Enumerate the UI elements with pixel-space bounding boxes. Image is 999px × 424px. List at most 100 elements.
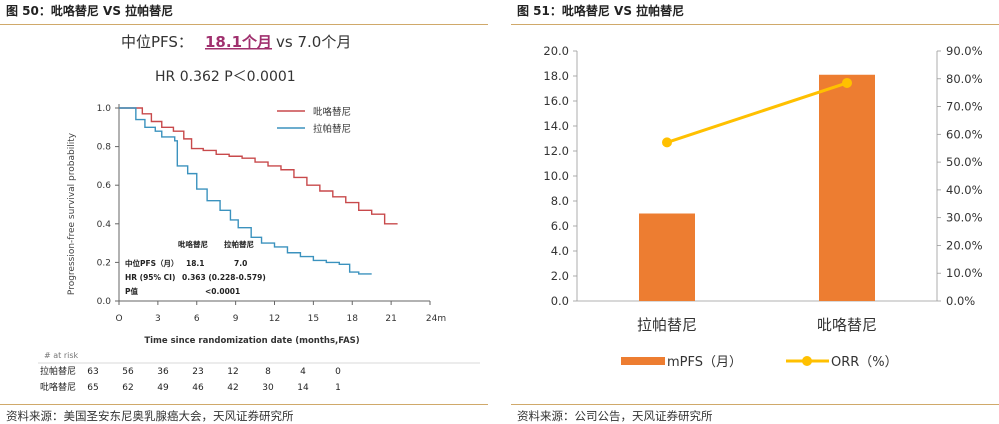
inset-value: 0.363 (0.228-0.579) — [182, 273, 266, 282]
at-risk-value: 14 — [297, 383, 309, 393]
km-x-tick-label: 6 — [194, 314, 200, 324]
orr-point-吡咯替尼 — [842, 77, 852, 88]
km-x-label: Time since randomization date (months,FA… — [144, 336, 359, 346]
km-y-tick-label: 0.0 — [97, 297, 112, 307]
top-rule — [511, 24, 999, 25]
km-x-tick-label: 21 — [385, 314, 396, 324]
at-risk-value: 42 — [227, 383, 238, 393]
bottom-rule — [0, 404, 488, 405]
category-label: 拉帕替尼 — [637, 316, 697, 334]
km-x-tick-label: 24m — [426, 314, 446, 324]
km-y-tick-label: 0.2 — [97, 258, 111, 268]
km-x-tick-label: 3 — [155, 314, 161, 324]
at-risk-value: 0 — [335, 367, 341, 377]
at-risk-value: 49 — [157, 383, 169, 393]
header-suffix: vs 7.0个月 — [276, 33, 351, 51]
category-label: 吡咯替尼 — [817, 316, 877, 334]
right-tick-label: 80.0% — [946, 72, 983, 86]
right-tick-label: 50.0% — [946, 155, 983, 169]
figure-51-title: 图 51：吡咯替尼 VS 拉帕替尼 — [517, 4, 685, 18]
left-tick-label: 8.0 — [551, 194, 569, 208]
km-x-tick-label: O — [115, 314, 122, 324]
at-risk-value: 4 — [300, 367, 306, 377]
left-tick-label: 0.0 — [551, 294, 569, 308]
right-tick-label: 60.0% — [946, 127, 983, 141]
km-curve-吡咯替尼 — [119, 107, 398, 225]
inset-col-header: 拉帕替尼 — [224, 239, 254, 249]
header-prefix: 中位PFS： — [121, 33, 193, 51]
km-x-tick-label: 12 — [269, 314, 280, 324]
at-risk-value: 8 — [265, 367, 271, 377]
figure-50-panel: 图 50：吡咯替尼 VS 拉帕替尼 中位PFS： 18.1个月 vs 7.0个月… — [0, 0, 488, 424]
inset-row-label: 中位PFS（月） — [125, 258, 179, 268]
orr-line — [666, 81, 848, 144]
right-tick-label: 20.0% — [946, 238, 983, 252]
km-y-label: Progression-free survival probability — [67, 132, 77, 295]
left-tick-label: 18.0 — [543, 69, 569, 83]
at-risk-value: 12 — [227, 367, 238, 377]
at-risk-row-label: 吡咯替尼 — [40, 381, 76, 393]
km-x-tick-label: 15 — [308, 314, 319, 324]
at-risk-value: 30 — [262, 383, 274, 393]
legend-bar-swatch — [621, 357, 665, 365]
left-tick-label: 12.0 — [543, 144, 569, 158]
combo-axes: 0.0 2.0 4.0 6.0 8.0 10.0 12.0 14.0 16.0 18.0 20.0 0… — [543, 44, 982, 334]
inset-value: 7.0 — [234, 259, 247, 268]
figure-50-source: 资料来源：美国圣安东尼奥乳腺癌大会，天风证券研究所 — [6, 409, 294, 423]
km-axes: 0.0 0.2 0.4 0.6 0.8 1.0 O 3 6 9 12 15 18 21 24m — [97, 104, 446, 324]
at-risk-row-label: 拉帕替尼 — [40, 365, 76, 377]
left-tick-label: 6.0 — [551, 219, 569, 233]
km-x-tick-label: 18 — [347, 314, 359, 324]
at-risk-value: 36 — [157, 367, 169, 377]
hr-line: HR 0.362 P＜0.0001 — [155, 69, 296, 85]
combo-chart: 0.0 2.0 4.0 6.0 8.0 10.0 12.0 14.0 16.0 18.0 20.0 0… — [543, 44, 982, 370]
figure-51-panel: 图 51：吡咯替尼 VS 拉帕替尼 0.0 2.0 4.0 6.0 8.0 10.0 12.… — [511, 0, 999, 424]
km-y-tick-label: 0.4 — [97, 220, 112, 230]
combo-line — [662, 77, 852, 148]
bar-拉帕替尼 — [639, 213, 695, 301]
km-y-tick-label: 0.8 — [97, 143, 112, 153]
right-tick-label: 70.0% — [946, 100, 983, 114]
left-tick-label: 16.0 — [543, 94, 569, 108]
at-risk-value: 1 — [335, 383, 341, 393]
combo-bars — [639, 74, 875, 301]
right-tick-label: 10.0% — [946, 266, 983, 280]
legend-bar-label: mPFS（月） — [667, 355, 742, 370]
km-x-tick-label: 9 — [233, 314, 239, 324]
bar-吡咯替尼 — [819, 74, 875, 301]
legend-line-label: ORR（%） — [831, 355, 898, 370]
at-risk-value: 65 — [87, 383, 98, 393]
at-risk-value: 23 — [192, 367, 203, 377]
km-curves — [119, 107, 398, 275]
km-legend-label: 吡咯替尼 — [313, 106, 351, 118]
km-legend-label: 拉帕替尼 — [313, 123, 351, 135]
at-risk-value: 63 — [87, 367, 98, 377]
at-risk-value: 56 — [122, 367, 134, 377]
orr-point-拉帕替尼 — [662, 137, 672, 148]
bottom-rule — [511, 404, 999, 405]
combo-legend: mPFS（月） ORR（%） — [621, 355, 898, 370]
inset-value: 18.1 — [186, 259, 205, 268]
figure-51-source: 资料来源：公司公告，天风证券研究所 — [517, 409, 713, 423]
left-tick-label: 4.0 — [551, 244, 569, 258]
legend-line-marker — [802, 356, 812, 366]
at-risk-value: 62 — [122, 383, 133, 393]
km-curve-拉帕替尼 — [119, 107, 372, 275]
inset-row-label: HR (95% CI) — [125, 273, 175, 282]
inset-row-label: P值 — [125, 286, 138, 296]
km-y-tick-label: 0.6 — [97, 181, 112, 191]
at-risk-table: # at risk 拉帕替尼 63 56 36 23 12 8 4 0 吡咯替尼 65 62 49 46 42… — [38, 351, 480, 393]
top-rule — [0, 24, 488, 25]
at-risk-value: 46 — [192, 383, 204, 393]
at-risk-title: # at risk — [44, 351, 79, 360]
inset-col-header: 吡咯替尼 — [178, 239, 208, 249]
left-tick-label: 20.0 — [543, 44, 569, 58]
km-y-tick-label: 1.0 — [97, 104, 112, 114]
inset-value: <0.0001 — [205, 287, 240, 296]
left-tick-label: 14.0 — [543, 119, 569, 133]
header-highlight: 18.1个月 — [205, 33, 272, 51]
right-tick-label: 30.0% — [946, 211, 983, 225]
right-tick-label: 40.0% — [946, 183, 983, 197]
